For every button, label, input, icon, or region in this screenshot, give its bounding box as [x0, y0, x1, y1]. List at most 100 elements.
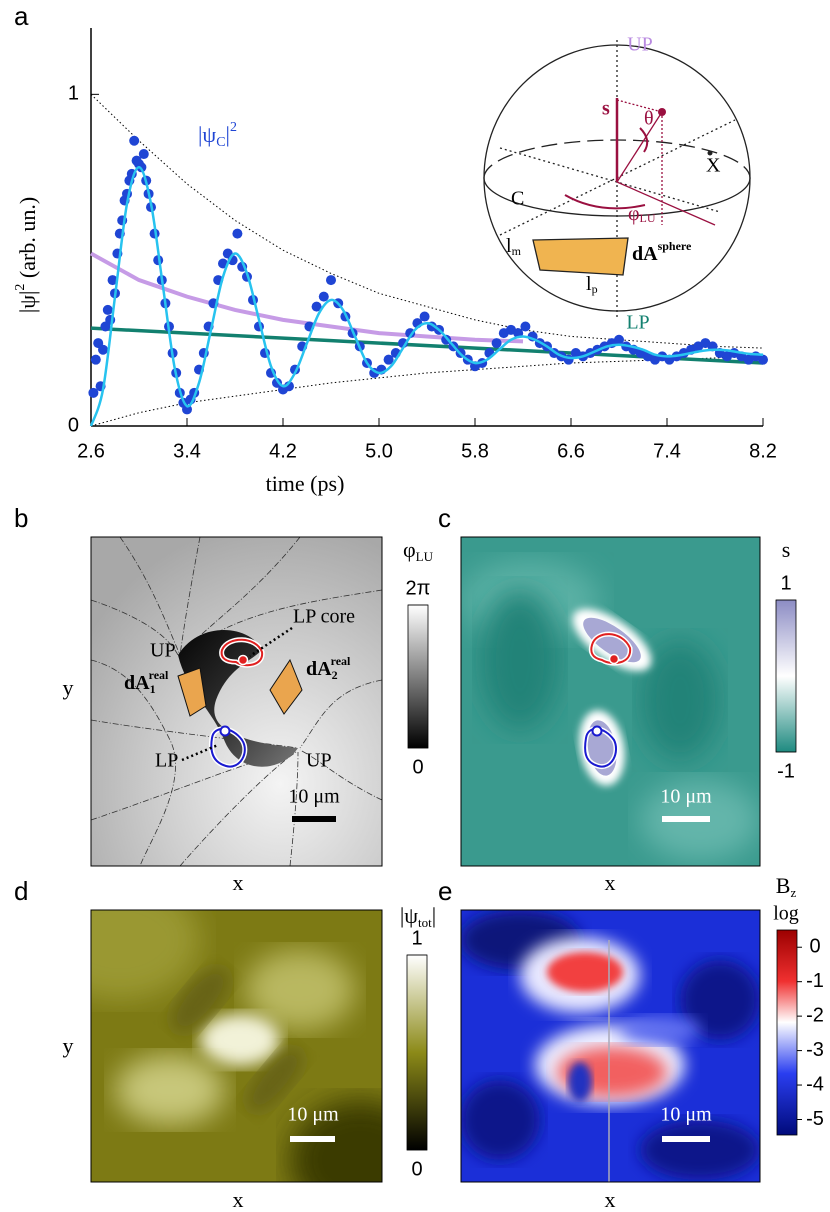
y-label-part: |ψ| — [15, 291, 40, 314]
shape-ellipse — [91, 910, 200, 1000]
y-label-part: (arb. un.) — [15, 197, 40, 284]
title-part: φ — [403, 537, 416, 562]
x-tick-label: 3.4 — [173, 440, 201, 462]
label-sub: C — [216, 135, 225, 150]
colorbar-title: Bz — [776, 873, 797, 900]
inset-labels: UP s θ X C φLU lm dAsphere lp LP — [506, 34, 721, 334]
shape-circle — [237, 654, 249, 666]
shape-rect — [290, 1136, 335, 1142]
data-point — [232, 228, 243, 239]
shape-rect — [662, 816, 710, 822]
annotation: dA2real — [306, 654, 351, 682]
data-point — [98, 344, 108, 355]
label-sub: p — [592, 282, 598, 296]
label-part: l — [506, 235, 512, 257]
panel-letter: c — [438, 503, 451, 533]
inset-label: θ — [644, 108, 654, 130]
scale-bar-label: 10 μm — [660, 1104, 712, 1126]
title-part: |ψ — [400, 903, 418, 928]
shape-ellipse — [290, 1100, 382, 1182]
data-point — [520, 321, 531, 332]
colorbar-tick-label: 2π — [406, 577, 431, 599]
shape-ellipse — [547, 952, 623, 992]
shape-circle — [707, 150, 713, 156]
annotation: dA1real — [124, 668, 169, 696]
label-sub: 2 — [332, 668, 338, 682]
data-point — [758, 354, 768, 365]
x-axis-label: x — [233, 1187, 244, 1212]
shape-ellipse — [115, 1055, 225, 1125]
shape-path — [179, 537, 201, 656]
title-part: s — [782, 537, 791, 562]
label-sup: sphere — [658, 239, 692, 253]
shape-ellipse — [461, 1080, 540, 1160]
scale-bar-label: 10 μm — [287, 1104, 339, 1126]
inset-label: X — [706, 155, 721, 177]
colorbar-tick-label: 0 — [412, 756, 423, 778]
y-tick-label: 1 — [68, 83, 79, 105]
label-sub: LU — [640, 211, 656, 225]
title-part: B — [776, 873, 791, 898]
label-part: dA — [306, 658, 332, 680]
panel-letter: b — [14, 503, 28, 533]
shape-circle — [591, 725, 603, 737]
panel-letter: d — [14, 876, 28, 906]
y-axis-label: |ψ|2 (arb. un.) — [13, 197, 40, 313]
inset-label: s — [602, 98, 610, 120]
shape-path — [181, 743, 219, 762]
label-sub: 1 — [150, 682, 156, 696]
scale-bar-label: 10 μm — [288, 786, 340, 808]
panel-frame — [90, 909, 383, 1183]
colorbar-tick-label: -5 — [806, 1108, 824, 1130]
x-tick-label: 5.8 — [461, 440, 489, 462]
shape-ellipse — [246, 1047, 304, 1113]
label-part: dA — [124, 672, 150, 694]
colorbar-tick-label: -3 — [806, 1039, 824, 1061]
shape-ellipse — [640, 640, 720, 760]
colorbar-title: φLU — [403, 537, 434, 564]
colorbar-title: s — [782, 537, 791, 562]
data-point — [138, 149, 149, 160]
colorbar-tick-label: -4 — [806, 1073, 824, 1095]
field-map — [461, 910, 760, 1182]
data-point — [491, 338, 502, 349]
inset-label: lm — [506, 235, 522, 258]
data-point — [272, 377, 282, 388]
shape-ellipse — [568, 1062, 592, 1102]
data-point — [129, 135, 140, 146]
x-tick-label: 6.6 — [557, 440, 585, 462]
y-label-sup: 2 — [13, 284, 28, 291]
colorbar-subtitle: log — [773, 903, 799, 925]
x-tick-label: 7.4 — [653, 440, 681, 462]
annotation: UP — [150, 640, 176, 662]
panel-b-labels: LP core UP dA1real dA2real LP UP 10 μm — [124, 606, 355, 808]
x-axis-label: x — [605, 1187, 616, 1212]
y-axis-label: y — [63, 1033, 74, 1058]
shape-rect — [91, 537, 382, 866]
colorbar — [406, 954, 428, 1151]
label-part: l — [586, 273, 592, 295]
inset-label: lp — [586, 273, 598, 296]
colorbar-tick-label: 1 — [780, 572, 791, 594]
label-sub: m — [512, 244, 522, 258]
x-axis-label: time (ps) — [266, 471, 345, 496]
panel-frame — [460, 536, 761, 867]
colorbar-title: |ψtot| — [400, 903, 436, 930]
panel-labels: bxyφLU2π0cxs1-1dxy|ψtot|10exBzlog0-1-2-3… — [14, 503, 824, 1212]
shape-path — [119, 537, 181, 656]
inset-label: LP — [626, 312, 649, 334]
shape-path — [299, 749, 382, 801]
annotation: LP — [155, 750, 178, 772]
shape-ellipse — [583, 617, 641, 663]
shape-path — [249, 626, 293, 658]
shape-path — [178, 630, 298, 767]
annotation: LP core — [293, 606, 355, 628]
annotation: UP — [306, 750, 332, 772]
inset-label: φLU — [628, 203, 656, 225]
shape-ellipse — [480, 590, 560, 730]
colorbar — [407, 604, 429, 749]
inset-label: UP — [627, 34, 653, 56]
colorbar — [776, 929, 798, 1136]
colorbar-tick-label: -1 — [806, 970, 824, 992]
x-tick-label: 5.0 — [365, 440, 393, 462]
